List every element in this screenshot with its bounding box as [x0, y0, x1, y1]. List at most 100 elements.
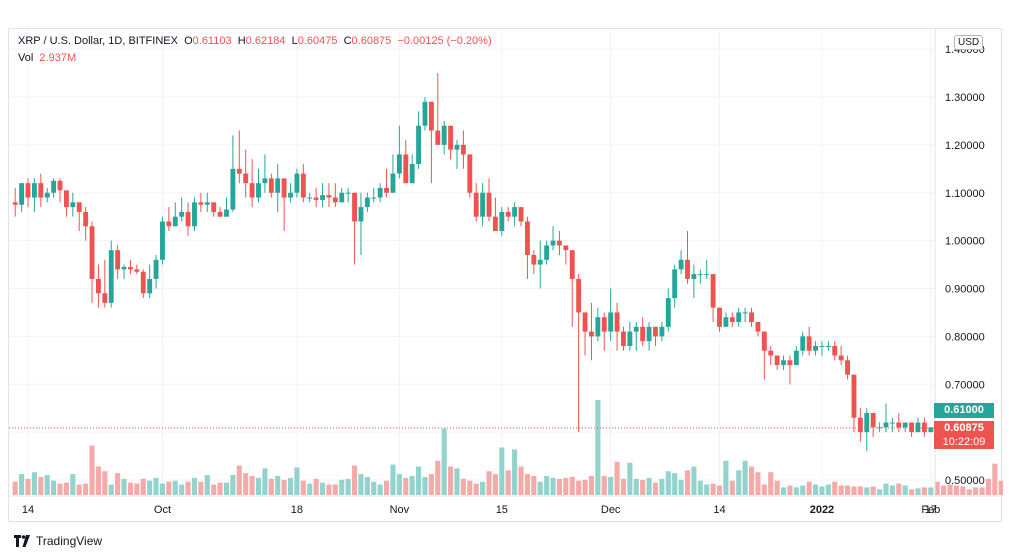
candle-body	[192, 202, 197, 227]
time-tick-label: Oct	[154, 504, 171, 516]
candle-body	[601, 317, 607, 332]
candle-body	[217, 211, 223, 217]
volume-bar	[729, 480, 735, 495]
candle-body	[294, 173, 300, 193]
candle-body	[236, 168, 242, 174]
volume-bar	[281, 479, 287, 495]
candle-body	[396, 154, 402, 174]
candle-body	[416, 125, 422, 165]
candle-body	[422, 101, 428, 126]
volume-bar	[883, 483, 889, 495]
volume-bar	[287, 477, 294, 495]
candle-body	[31, 183, 37, 198]
candle-body	[659, 326, 665, 337]
high-value: 0.62184	[245, 35, 286, 47]
candle-body	[608, 312, 614, 332]
time-tick-label: 14	[22, 504, 34, 516]
candle-body	[460, 144, 466, 155]
candle-body	[742, 312, 748, 314]
volume-bar	[966, 489, 972, 495]
candle-body	[83, 211, 89, 227]
candle-body	[166, 221, 172, 227]
time-tick-label: Feb	[921, 504, 940, 516]
candle-body	[915, 422, 921, 433]
candle-body	[512, 207, 518, 217]
candle-body	[377, 187, 383, 198]
candle-body	[185, 211, 191, 227]
volume-bar	[25, 478, 31, 495]
volume-bar	[358, 474, 364, 495]
volume-bar	[153, 477, 159, 495]
candle-body	[902, 422, 908, 428]
candle-body	[710, 274, 716, 308]
candle-body	[761, 331, 767, 351]
candle-body	[275, 178, 281, 193]
volume-bar	[537, 481, 543, 495]
candle-body	[281, 178, 287, 198]
tradingview-brand[interactable]: TradingView	[14, 534, 102, 548]
volume-bar	[838, 485, 844, 495]
candle-body	[524, 221, 530, 255]
volume-bar	[857, 486, 863, 495]
volume-bar	[973, 487, 979, 495]
currency-button[interactable]: USD	[954, 35, 984, 50]
volume-bar	[473, 483, 479, 495]
candle-body	[883, 422, 889, 428]
volume-bar	[774, 480, 780, 495]
candlestick-chart[interactable]: 1.400001.300001.200001.100001.000000.900…	[9, 29, 1003, 523]
candle-body	[806, 336, 812, 351]
volume-bar	[403, 477, 409, 495]
candle-body	[729, 317, 735, 323]
volume-bar	[582, 479, 588, 495]
candle-body	[582, 312, 588, 332]
volume-bar	[665, 471, 671, 495]
candle-body	[909, 422, 915, 433]
volume-bar	[230, 475, 236, 495]
volume-bar	[409, 476, 415, 495]
volume-bar	[659, 478, 665, 495]
highlight-price-tag: 0.61000	[934, 403, 994, 418]
candle-body	[473, 192, 479, 217]
volume-bar	[870, 486, 876, 495]
volume-bar	[44, 475, 50, 495]
time-tick-label: 18	[291, 504, 303, 516]
candle-body	[723, 317, 729, 327]
candle-body	[480, 192, 486, 217]
volume-bar	[877, 489, 883, 495]
candle-body	[268, 178, 274, 193]
candle-body	[364, 197, 370, 208]
candle-body	[12, 202, 18, 205]
candles	[12, 73, 934, 452]
volume-bar	[640, 479, 646, 495]
volume-bars	[12, 400, 1003, 495]
candle-body	[204, 202, 210, 205]
candle-body	[832, 345, 838, 356]
candle-body	[845, 360, 850, 375]
candle-body	[499, 211, 505, 232]
volume-bar	[896, 483, 902, 495]
candle-body	[198, 202, 204, 205]
volume-bar	[198, 481, 204, 495]
candle-body	[672, 269, 678, 299]
volume-bar	[646, 477, 652, 495]
volume-bar	[390, 464, 396, 495]
symbol-name[interactable]: XRP / U.S. Dollar, 1D, BITFINEX	[18, 35, 178, 47]
close-label: C	[343, 35, 352, 47]
chart-frame: 1.40000 1.30000 1.20000 1.10000 1.00000 0.900…	[8, 28, 1003, 523]
volume-bar	[63, 482, 69, 495]
price-tick-label: 1.30000	[945, 92, 985, 104]
candle-body	[595, 317, 601, 337]
candle-body	[870, 412, 876, 428]
candle-body	[230, 168, 236, 210]
volume-bar	[262, 468, 268, 495]
candle-body	[288, 192, 293, 198]
candle-body	[332, 197, 338, 203]
volume-bar	[569, 476, 575, 495]
candle-body	[153, 259, 159, 279]
volume-label: Vol	[18, 52, 34, 64]
volume-bar	[236, 465, 242, 495]
volume-bar	[249, 476, 255, 495]
price-tick-label: 1.00000	[945, 236, 985, 248]
candle-body	[140, 271, 146, 294]
